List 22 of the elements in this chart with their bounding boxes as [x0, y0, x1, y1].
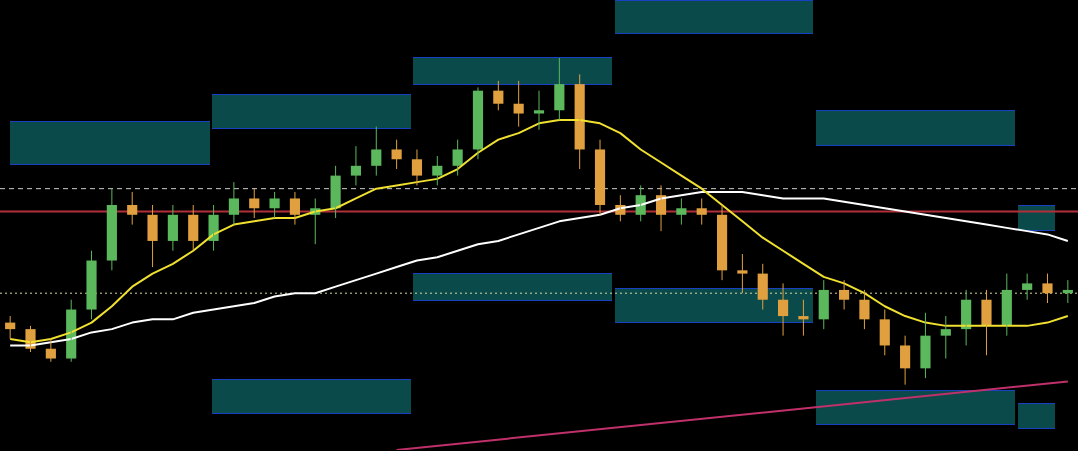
candlestick	[859, 289, 870, 330]
candlestick	[452, 139, 463, 177]
candlestick	[147, 204, 158, 268]
candlestick	[737, 253, 748, 294]
candlestick	[45, 338, 56, 363]
candlestick	[1042, 273, 1053, 304]
candlestick	[798, 299, 809, 337]
candlestick	[920, 312, 931, 379]
candlestick	[1022, 273, 1033, 301]
candlestick	[533, 90, 545, 131]
candlestick	[676, 197, 687, 226]
candlestick	[391, 139, 402, 170]
candlestick	[432, 155, 443, 186]
candlestick	[940, 315, 951, 360]
candlestick	[513, 80, 524, 128]
candlestick	[371, 126, 382, 177]
candlestick	[86, 250, 97, 320]
candlestick	[127, 191, 138, 226]
candlestick	[249, 188, 260, 219]
candlestick	[981, 289, 992, 356]
candlestick	[269, 191, 280, 219]
candlestick	[696, 197, 707, 226]
